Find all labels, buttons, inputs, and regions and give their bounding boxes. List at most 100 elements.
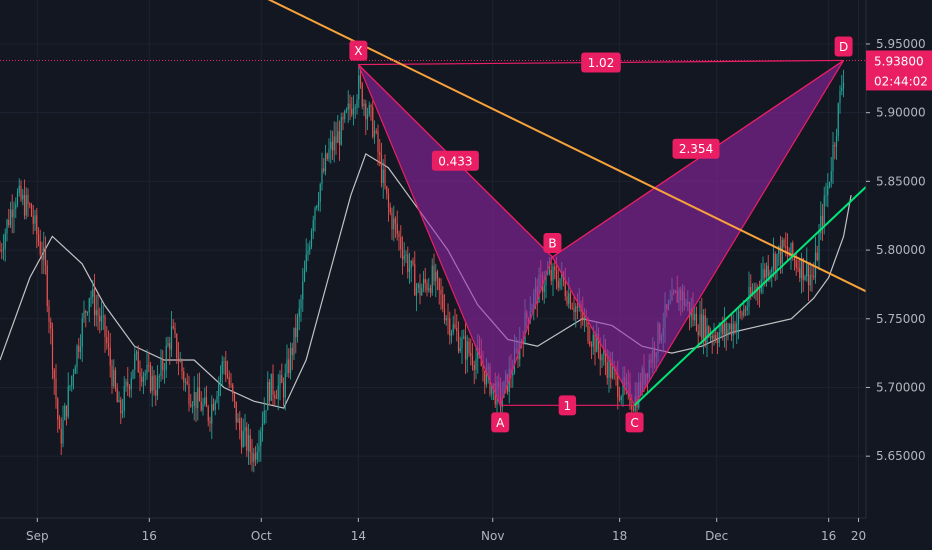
time-tick-label: Oct bbox=[251, 529, 272, 543]
point-label-a-box bbox=[491, 412, 510, 433]
candle-body bbox=[543, 285, 545, 292]
current-price-tag bbox=[866, 50, 932, 91]
candle-body bbox=[837, 103, 839, 137]
point-label-x-box bbox=[349, 40, 368, 61]
candle-body bbox=[93, 288, 96, 316]
support-trendline bbox=[633, 186, 867, 407]
candle-body bbox=[6, 219, 8, 234]
candle-body bbox=[426, 283, 428, 291]
candle-body bbox=[291, 347, 293, 355]
time-axis[interactable]: Sep 16 Oct 14 Nov 18 Dec 16 20 bbox=[0, 517, 932, 550]
candle-body bbox=[57, 399, 59, 420]
candle-body bbox=[344, 111, 346, 120]
candle-body bbox=[284, 373, 286, 398]
candle-body bbox=[471, 355, 474, 366]
time-axis-bg bbox=[0, 518, 932, 550]
pattern-labels-layer: X A B C D 0.433 1 2.354 1.02 bbox=[349, 36, 853, 433]
candle-body bbox=[46, 265, 48, 307]
candle-body bbox=[421, 288, 423, 296]
candle-body bbox=[44, 247, 47, 266]
candle-body bbox=[384, 169, 386, 187]
candle-body bbox=[835, 136, 838, 147]
ratio-label-xb: 0.433 bbox=[438, 154, 472, 168]
candle-body bbox=[120, 399, 122, 414]
candle-body bbox=[30, 204, 33, 217]
candle-body bbox=[725, 323, 727, 335]
candle-body bbox=[36, 215, 38, 235]
candle-body bbox=[205, 397, 208, 407]
candle-body bbox=[214, 401, 216, 410]
candle-body bbox=[121, 411, 124, 414]
point-label-x: X bbox=[354, 44, 362, 58]
candle-body bbox=[128, 386, 131, 390]
candle-body bbox=[69, 385, 71, 387]
candle-body bbox=[0, 250, 1, 252]
candle-body bbox=[408, 268, 411, 272]
candle-body bbox=[342, 117, 344, 120]
point-label-b: B bbox=[548, 236, 556, 250]
candle-body bbox=[324, 153, 327, 172]
candle-body bbox=[393, 218, 395, 230]
candle-body bbox=[51, 328, 54, 370]
time-tick-label: Nov bbox=[481, 529, 504, 543]
candle-body bbox=[457, 331, 460, 352]
candle-body bbox=[764, 269, 766, 278]
candle-body bbox=[239, 418, 241, 431]
price-axis[interactable]: 5.65000 5.70000 5.75000 5.80000 5.85000 5.900… bbox=[865, 0, 932, 550]
candle-body bbox=[156, 376, 159, 396]
candle-body bbox=[772, 253, 775, 269]
candle-body bbox=[216, 396, 218, 402]
candle-body bbox=[811, 274, 813, 277]
candle-body bbox=[337, 131, 339, 143]
candle-body bbox=[149, 365, 152, 392]
candle-body bbox=[396, 223, 398, 234]
candle-body bbox=[468, 341, 470, 354]
candle-body bbox=[107, 343, 110, 348]
candle-body bbox=[380, 154, 383, 183]
candle-body bbox=[137, 351, 139, 373]
candle-body bbox=[345, 109, 348, 112]
candle-body bbox=[218, 381, 220, 397]
candle-body bbox=[566, 296, 568, 304]
candle-body bbox=[235, 401, 237, 423]
candle-body bbox=[53, 369, 55, 379]
candle-body bbox=[708, 326, 710, 338]
candle-body bbox=[41, 254, 43, 260]
candle-body bbox=[114, 370, 117, 389]
candle-body bbox=[452, 324, 454, 333]
candle-body bbox=[307, 250, 309, 255]
candle-body bbox=[141, 377, 143, 382]
candle-body bbox=[11, 209, 13, 218]
candle-body bbox=[758, 290, 761, 292]
candle-body bbox=[783, 239, 785, 247]
candle-body bbox=[172, 326, 174, 329]
trendlines-layer bbox=[0, 0, 867, 407]
candle-body bbox=[58, 419, 61, 429]
candle-body bbox=[450, 332, 453, 336]
candle-body bbox=[501, 397, 503, 408]
candle-body bbox=[706, 326, 708, 343]
candle-body bbox=[85, 311, 87, 313]
candle-body bbox=[692, 308, 694, 321]
candle-body bbox=[477, 347, 479, 359]
candle-body bbox=[246, 427, 248, 451]
candle-body bbox=[15, 204, 17, 209]
candle-body bbox=[281, 375, 283, 383]
candle-body bbox=[449, 318, 451, 336]
candle-body bbox=[230, 384, 232, 386]
candle-body bbox=[599, 349, 601, 361]
candle-body bbox=[412, 260, 414, 265]
candle-body bbox=[43, 247, 45, 260]
candle-body bbox=[806, 263, 808, 277]
candle-body bbox=[610, 359, 612, 379]
candle-body bbox=[557, 281, 559, 288]
candle-body bbox=[379, 152, 381, 155]
price-tick-label: 5.80000 bbox=[876, 243, 926, 257]
candle-body bbox=[111, 365, 113, 387]
candle-body bbox=[71, 376, 73, 386]
candle-body bbox=[788, 253, 790, 257]
candle-body bbox=[123, 386, 125, 412]
candle-body bbox=[340, 117, 342, 145]
time-tick-label: 20 bbox=[851, 529, 866, 543]
